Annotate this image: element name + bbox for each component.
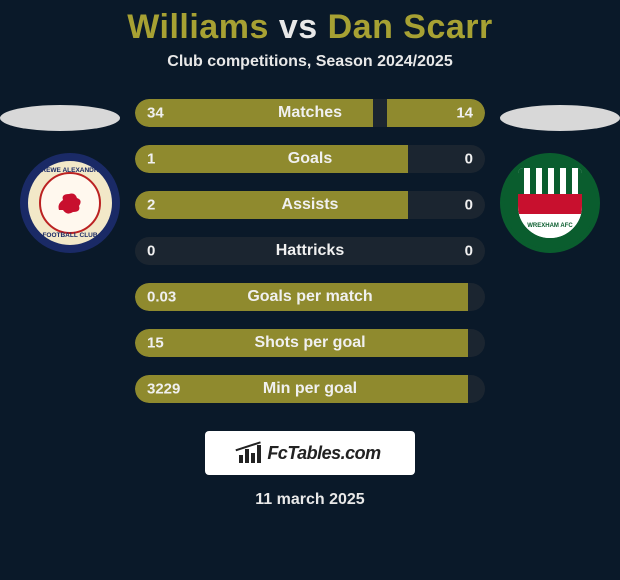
stat-row: 3229Min per goal — [135, 375, 485, 403]
crest-left-text-bottom: FOOTBALL CLUB — [28, 232, 112, 239]
title-vs: vs — [279, 8, 318, 46]
stat-label: Goals per match — [135, 288, 485, 306]
stat-label: Shots per goal — [135, 334, 485, 352]
stat-label: Hattricks — [135, 242, 485, 260]
crest-right-feathers — [518, 168, 582, 194]
bar-chart-icon — [239, 443, 261, 463]
crest-right-band — [518, 194, 582, 214]
stat-row: 0Hattricks0 — [135, 237, 485, 265]
main-area: CREWE ALEXANDRA FOOTBALL CLUB WREXHAM AF… — [0, 99, 620, 403]
page-root: Williams vs Dan Scarr Club competitions,… — [0, 0, 620, 580]
title-player1: Williams — [127, 8, 269, 46]
site-logo[interactable]: FcTables.com — [205, 431, 415, 475]
stat-row: 2Assists0 — [135, 191, 485, 219]
team-crest-left: CREWE ALEXANDRA FOOTBALL CLUB — [20, 153, 120, 253]
stat-row: 34Matches14 — [135, 99, 485, 127]
stat-value-right: 0 — [465, 151, 473, 168]
stat-label: Assists — [135, 196, 485, 214]
crest-right-text: WREXHAM AFC — [518, 214, 582, 238]
stat-value-right: 0 — [465, 243, 473, 260]
crest-left-text-top: CREWE ALEXANDRA — [28, 167, 112, 174]
snapshot-date: 11 march 2025 — [255, 491, 364, 509]
stats-column: 34Matches141Goals02Assists00Hattricks00.… — [135, 99, 485, 403]
stat-row: 0.03Goals per match — [135, 283, 485, 311]
crest-left-inner — [39, 172, 101, 234]
title-player2: Dan Scarr — [328, 8, 493, 46]
player-photo-placeholder-right — [500, 105, 620, 131]
stat-row: 1Goals0 — [135, 145, 485, 173]
stat-label: Min per goal — [135, 380, 485, 398]
player-photo-placeholder-left — [0, 105, 120, 131]
crest-right-shield: WREXHAM AFC — [516, 166, 584, 240]
site-logo-text: FcTables.com — [267, 443, 380, 464]
stat-row: 15Shots per goal — [135, 329, 485, 357]
stat-label: Goals — [135, 150, 485, 168]
stat-value-right: 14 — [456, 105, 473, 122]
page-title: Williams vs Dan Scarr — [127, 8, 493, 47]
stat-value-right: 0 — [465, 197, 473, 214]
stat-label: Matches — [135, 104, 485, 122]
subtitle: Club competitions, Season 2024/2025 — [167, 53, 452, 71]
lion-icon — [53, 186, 87, 220]
team-crest-right: WREXHAM AFC — [500, 153, 600, 253]
